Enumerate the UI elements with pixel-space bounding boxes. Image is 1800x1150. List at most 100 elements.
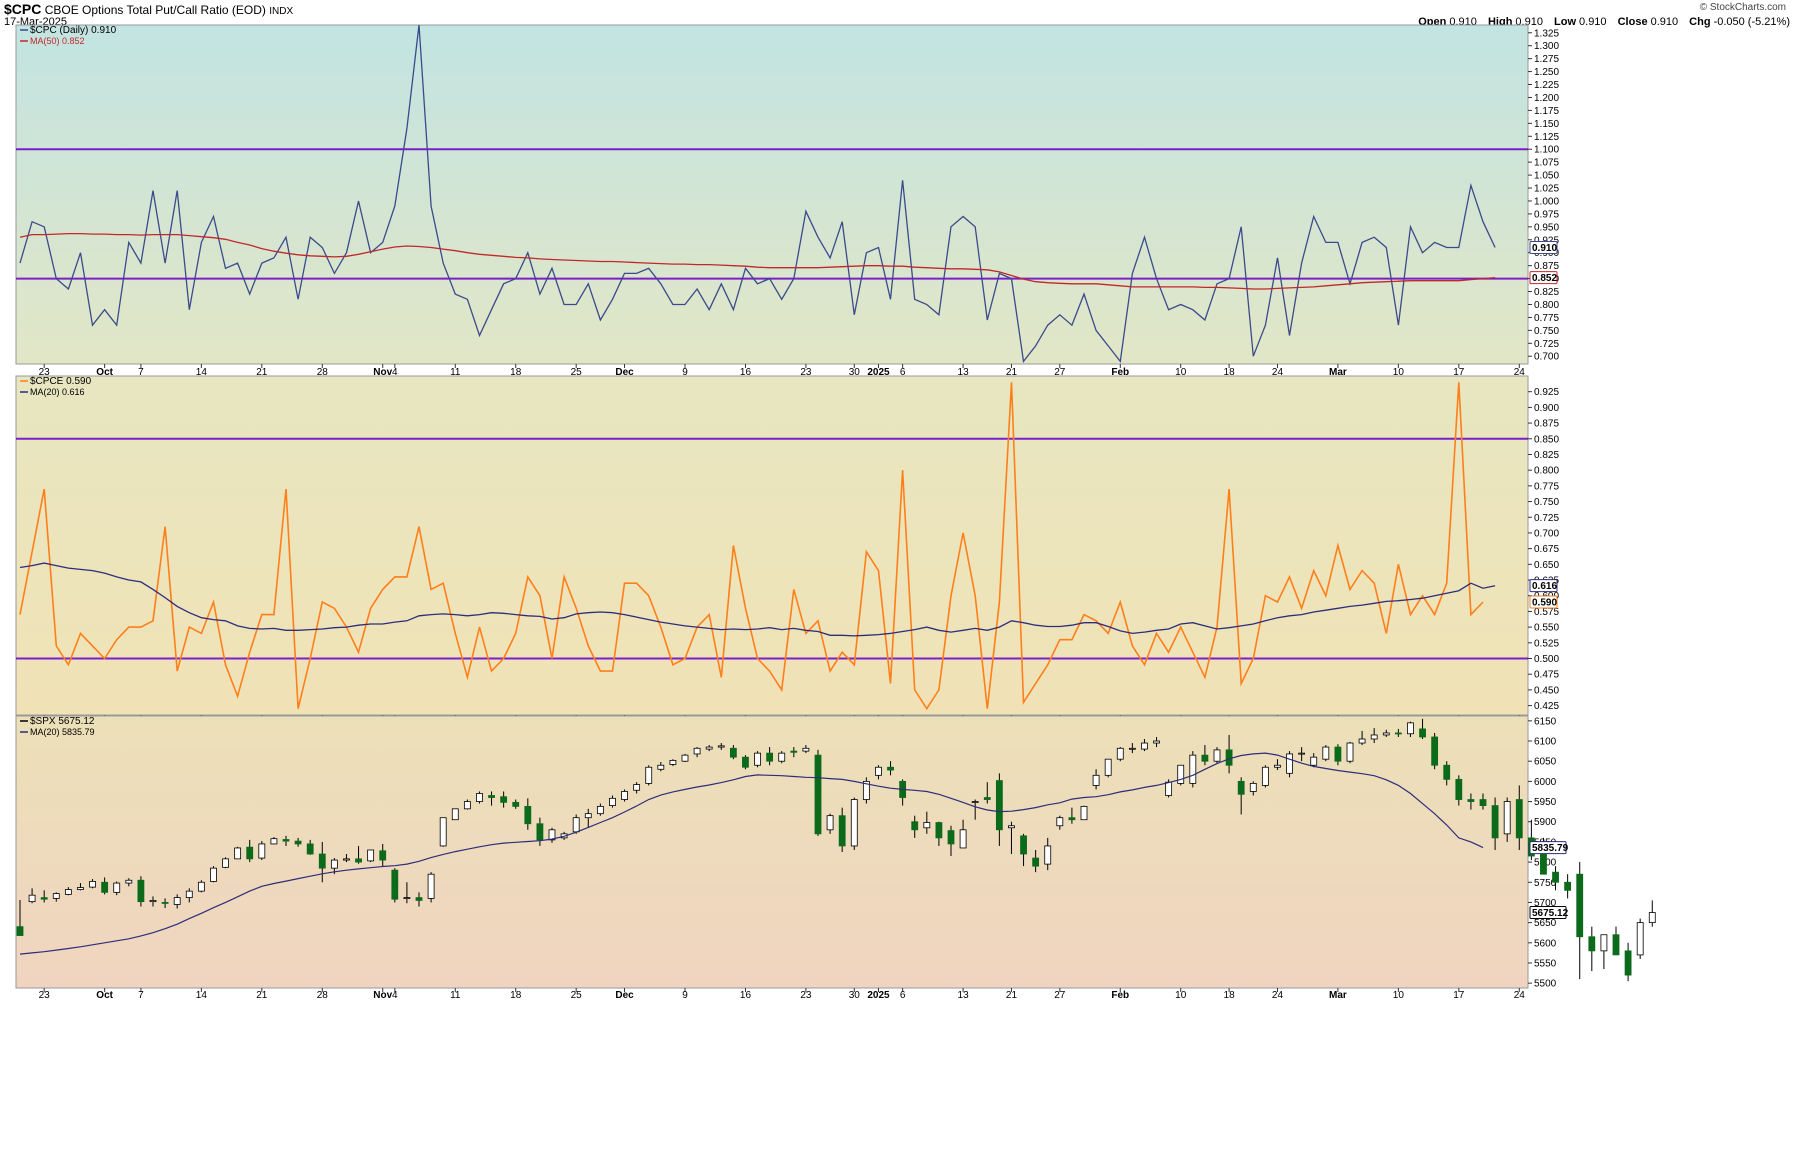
x-tick-label: 24 — [1272, 367, 1284, 378]
y-tick-label: 0.725 — [1534, 339, 1559, 350]
x-tick-label: 11 — [450, 367, 461, 378]
last-value-label: 0.616 — [1532, 581, 1557, 592]
candle — [875, 766, 882, 776]
y-tick-label: 0.550 — [1534, 623, 1559, 634]
x-tick-label: 4 — [392, 367, 398, 378]
y-tick-label: 0.700 — [1534, 528, 1559, 539]
y-tick-label: 0.525 — [1534, 638, 1559, 649]
cpce-ma20-line — [19, 562, 1496, 637]
x-tick-label: 13 — [958, 990, 970, 1001]
candle — [488, 795, 495, 798]
panel-bg — [15, 375, 1529, 716]
x-tick-label: 10 — [1393, 990, 1405, 1001]
y-tick-label: 5750 — [1534, 878, 1557, 889]
x-tick-label: 21 — [1006, 990, 1018, 1001]
y-tick-label: 1.150 — [1534, 119, 1559, 130]
y-tick-label: 0.475 — [1534, 670, 1559, 681]
y-tick-label: 5500 — [1534, 979, 1557, 990]
x-tick-label: 21 — [256, 367, 268, 378]
candle — [1177, 764, 1185, 784]
candle — [367, 849, 375, 862]
x-tick-label: 23 — [800, 990, 812, 1001]
candle — [705, 746, 713, 750]
candle — [657, 764, 665, 770]
x-tick-label: 2025 — [867, 990, 890, 1001]
candle — [1576, 873, 1584, 938]
candle — [766, 752, 774, 762]
candle — [451, 808, 459, 821]
candle — [1153, 740, 1160, 744]
chart-title: $CPC CBOE Options Total Put/Call Ratio (… — [4, 1, 293, 17]
cpc-line — [19, 24, 1496, 364]
candle — [391, 869, 399, 900]
candle — [1636, 922, 1644, 956]
candle — [1564, 881, 1572, 891]
x-tick-label: 4 — [392, 990, 398, 1001]
x-tick-label: 9 — [682, 990, 688, 1001]
y-tick-label: 1.225 — [1534, 80, 1559, 91]
candle — [89, 881, 96, 888]
candle — [1056, 817, 1064, 827]
candle — [669, 759, 677, 765]
candle — [1407, 722, 1414, 735]
y-tick-label: 0.775 — [1534, 313, 1559, 324]
x-tick-label: Mar — [1329, 990, 1347, 1001]
candle — [113, 882, 121, 893]
y-tick-label: 0.700 — [1534, 352, 1559, 363]
symbol-description: CBOE Options Total Put/Call Ratio (EOD) — [44, 3, 266, 17]
y-tick-label: 0.575 — [1534, 607, 1559, 618]
candle — [1624, 950, 1632, 976]
candle — [814, 754, 822, 835]
legend-entry: $CPCE 0.590 — [30, 376, 92, 387]
candle — [1394, 732, 1402, 735]
x-tick-label: 25 — [571, 367, 583, 378]
x-tick-label: 18 — [510, 990, 522, 1001]
y-tick-label: 0.800 — [1534, 466, 1559, 477]
y-tick-label: 0.925 — [1534, 387, 1559, 398]
candle — [137, 879, 145, 903]
x-tick-label: Dec — [615, 990, 634, 1001]
watermark: © StockCharts.com — [1699, 2, 1786, 13]
y-tick-label: 0.425 — [1534, 701, 1559, 712]
x-tick-label: 11 — [450, 990, 461, 1001]
x-tick-label: Dec — [615, 367, 634, 378]
candle — [1201, 754, 1209, 762]
candle — [258, 843, 266, 859]
candle — [1612, 934, 1620, 956]
x-tick-label: 30 — [849, 367, 861, 378]
candle — [1008, 825, 1015, 829]
x-tick-label: 13 — [958, 367, 970, 378]
candle — [173, 897, 181, 905]
legend-entry: MA(20) 0.616 — [30, 387, 85, 397]
candle — [1322, 746, 1330, 760]
y-tick-label: 6050 — [1534, 757, 1557, 768]
candle — [476, 793, 483, 802]
candle — [318, 853, 326, 869]
x-tick-label: 2025 — [867, 367, 890, 378]
x-tick-label: 14 — [196, 367, 208, 378]
y-tick-label: 0.725 — [1534, 513, 1559, 524]
x-tick-label: Feb — [1111, 990, 1129, 1001]
x-tick-label: 14 — [196, 990, 208, 1001]
candle — [971, 801, 979, 803]
candle — [1310, 756, 1318, 766]
x-tick-label: 24 — [1514, 990, 1526, 1001]
candle — [548, 829, 556, 841]
x-tick-label: Oct — [96, 367, 113, 378]
candle — [1032, 857, 1040, 867]
candle — [959, 829, 967, 849]
last-value-box — [1529, 241, 1558, 255]
candle — [995, 780, 1003, 831]
legend-entry: MA(20) 5835.79 — [30, 727, 95, 737]
candle — [790, 750, 798, 753]
y-tick-label: 1.175 — [1534, 106, 1559, 117]
candle — [596, 805, 604, 815]
candle — [1189, 754, 1197, 784]
y-tick-label: 0.850 — [1534, 434, 1559, 445]
candle — [1515, 799, 1523, 839]
low-value: 0.910 — [1579, 16, 1607, 28]
candle — [947, 830, 955, 845]
candle — [1491, 805, 1499, 839]
last-value-label: 5835.79 — [1532, 843, 1569, 854]
